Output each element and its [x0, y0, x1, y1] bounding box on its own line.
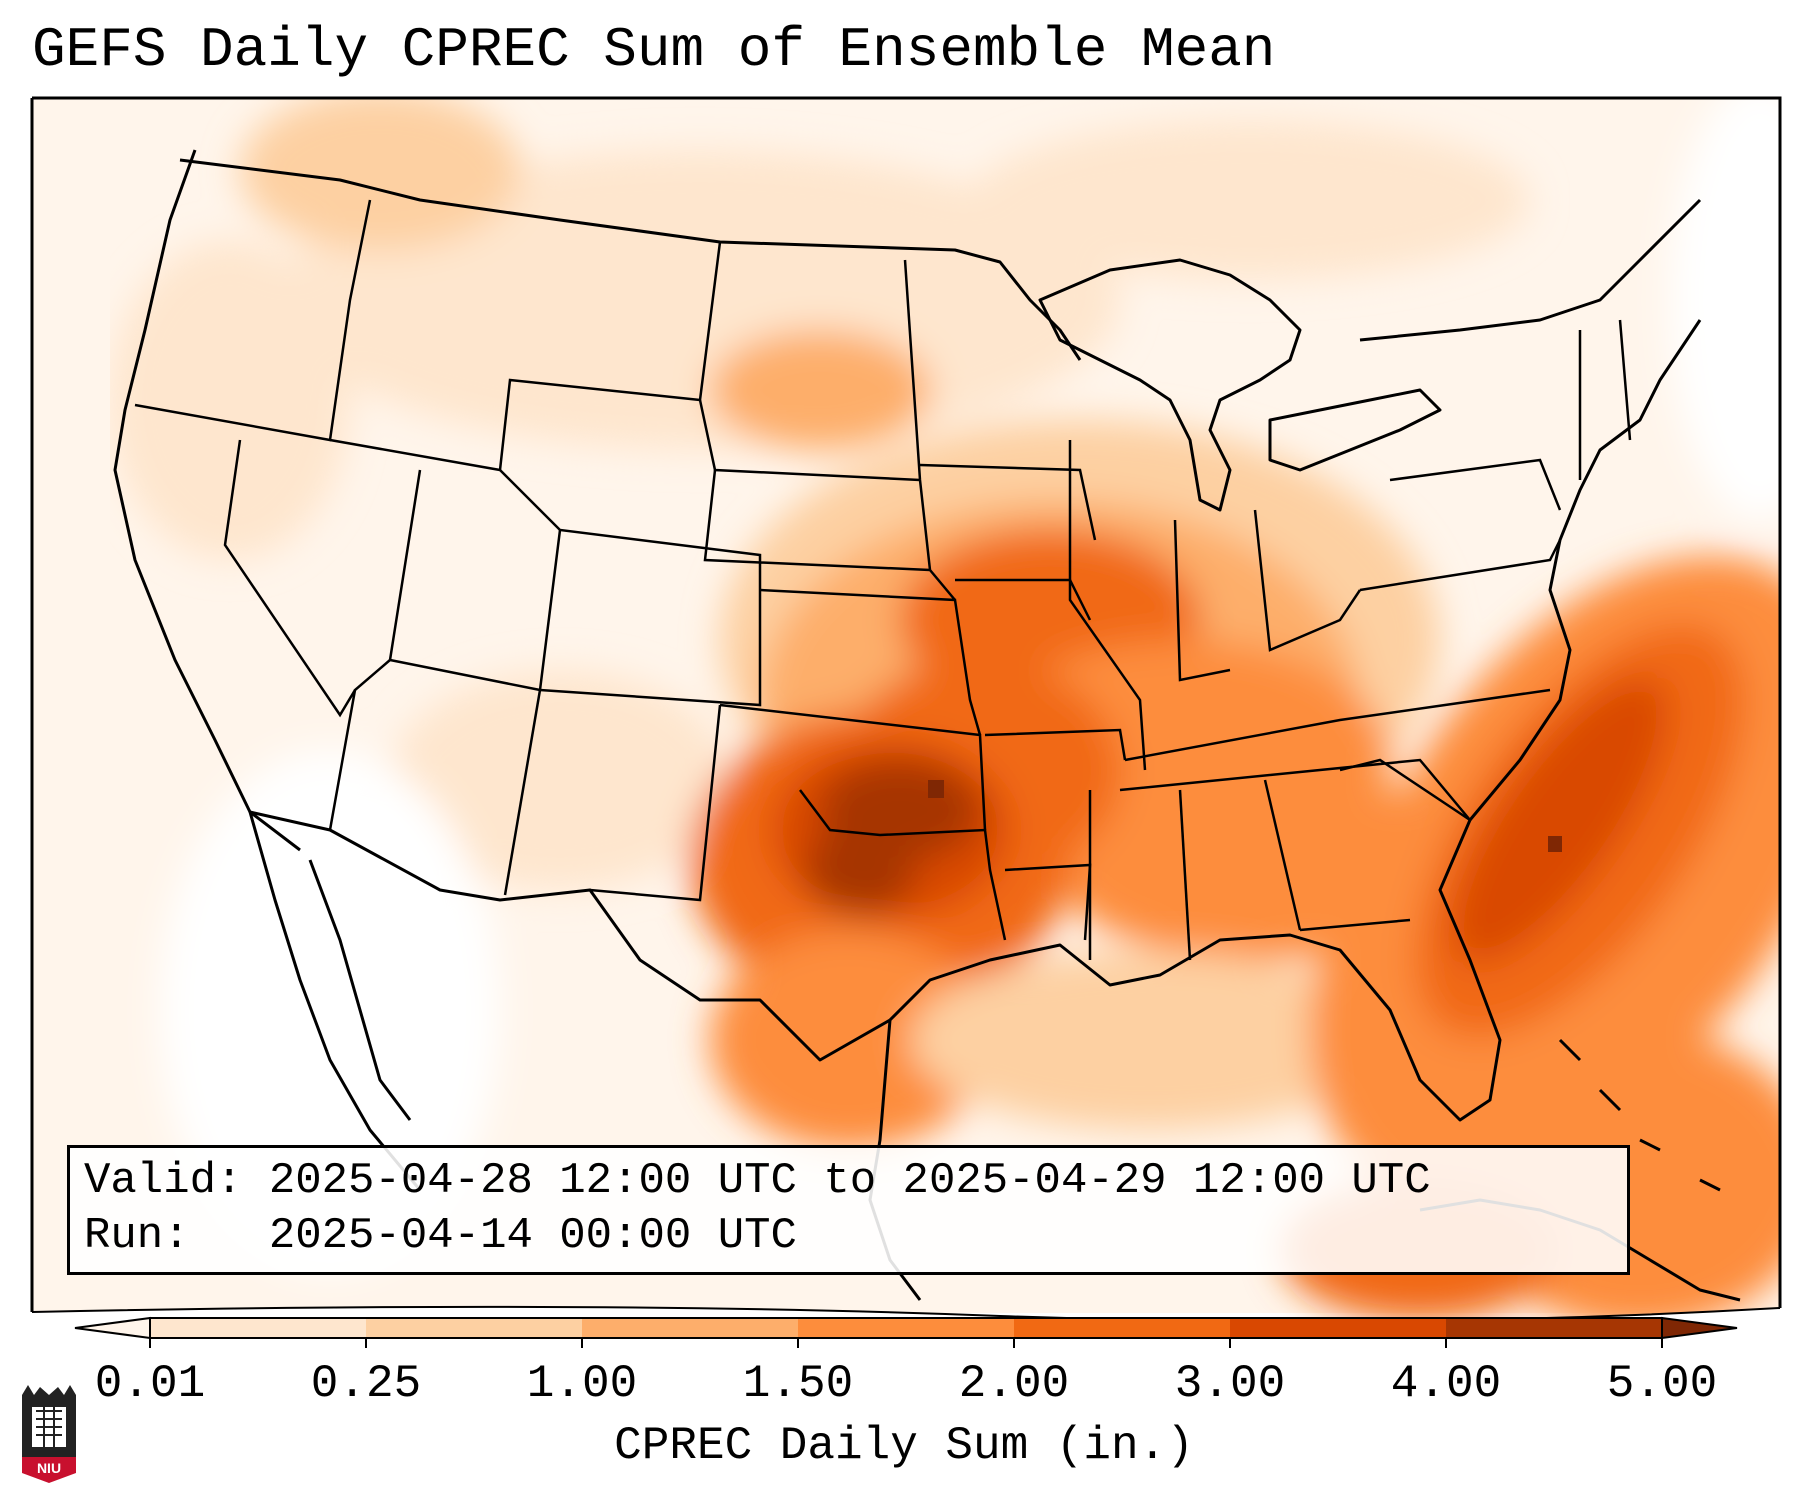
state-line-nm-east: [589, 704, 722, 902]
colorbar-segment: [1446, 1318, 1663, 1338]
colorbar-segments: [74, 1316, 1738, 1340]
colorbar-tick-label: 5.00: [1606, 1358, 1718, 1410]
state-line-al-ga: [1263, 779, 1302, 931]
state-line-va-north: [1359, 539, 1562, 592]
state-line-ok-north: [719, 703, 987, 831]
colorbar-segment: [1230, 1318, 1447, 1338]
state-line-il: [1068, 440, 1147, 771]
state-lines: [134, 199, 1632, 961]
field-northwest: [110, 240, 350, 560]
state-line-sc: [1339, 758, 1471, 822]
colorbar-tick-label: 1.00: [526, 1358, 638, 1410]
state-line-az-nm: [503, 689, 542, 896]
state-line-in: [1173, 519, 1231, 682]
run-time-line: Run: 2025-04-14 00:00 UTC: [84, 1211, 797, 1261]
state-line-pa: [1389, 458, 1562, 511]
state-line-ms-al: [1178, 789, 1192, 961]
valid-run-info-box: Valid: 2025-04-28 12:00 UTC to 2025-04-2…: [67, 1145, 1630, 1275]
colorbar-outline: [149, 1317, 1663, 1339]
colorbar-tick-label: 0.25: [310, 1358, 422, 1410]
state-line-sd-ne: [703, 469, 931, 572]
colorbar-tick-label: 1.50: [742, 1358, 854, 1410]
us-mexico-border: [249, 810, 891, 1062]
colorbar-tick-label: 0.01: [94, 1358, 206, 1410]
colorbar-segment: [150, 1318, 367, 1338]
field-dakotas: [710, 330, 930, 450]
colorbar-extend-low: [74, 1316, 151, 1340]
state-line-or-id: [134, 199, 372, 442]
colorbar-segment: [582, 1318, 799, 1338]
state-line-mn-west: [903, 259, 956, 601]
state-line-co-north: [499, 469, 762, 590]
bahamas: [1558, 1038, 1721, 1192]
colorbar-segment: [798, 1318, 1015, 1338]
field-oklahoma-peak: [928, 780, 944, 798]
colorbar-segment: [366, 1318, 583, 1338]
colorbar-tick-label: 2.00: [958, 1358, 1070, 1410]
field-atlantic-peak: [1548, 836, 1562, 852]
great-lakes-upper: [1038, 258, 1302, 512]
field-atlantic-northeast: [1670, 98, 1780, 520]
state-line-mo-ar: [984, 728, 1127, 761]
field-southwest: [390, 670, 730, 890]
us-canada-border: [179, 158, 1082, 361]
gulf-of-california-east: [308, 859, 412, 1121]
state-line-oh: [1253, 509, 1362, 652]
colorbar-extend-high: [1661, 1316, 1738, 1340]
field-canada: [970, 120, 1530, 280]
state-line-ks: [759, 588, 982, 736]
baja-coast: [248, 811, 422, 1191]
colorbar-tick-label: 3.00: [1174, 1358, 1286, 1410]
precip-field: [32, 98, 1780, 1322]
field-northern-rockies: [240, 98, 520, 250]
colorbar-segment: [1014, 1318, 1231, 1338]
state-line-tn-south: [1119, 758, 1471, 821]
state-line-ok-tx: [799, 789, 1007, 941]
state-line-nv: [223, 439, 357, 718]
gulf-coast: [888, 819, 1502, 1122]
field-mexico-dry: [160, 750, 500, 1270]
state-line-az-west: [328, 659, 391, 831]
state-line-ga-fl: [1299, 918, 1411, 932]
field-atlantic-core: [1450, 676, 1670, 964]
colorbar-ticks: [149, 1338, 1663, 1348]
state-line-ut: [388, 469, 562, 692]
niu-logo: NIU: [22, 1385, 76, 1483]
state-line-new-england: [1578, 319, 1632, 480]
field-north-texas-core: [805, 825, 915, 915]
us-canada-border-east: [1359, 198, 1702, 342]
state-line-mt-wy: [329, 241, 722, 472]
state-line-tn-north: [1124, 688, 1551, 762]
west-coast: [113, 149, 301, 852]
logo-window-grid: [36, 1407, 62, 1447]
logo-banner: [22, 1457, 76, 1483]
chart-title: GEFS Daily CPREC Sum of Ensemble Mean: [32, 18, 1276, 82]
state-line-co-south: [539, 590, 762, 707]
valid-time-line: Valid: 2025-04-28 12:00 UTC to 2025-04-2…: [84, 1156, 1431, 1206]
logo-battlements: [22, 1385, 76, 1395]
field-texas-gulf: [710, 930, 990, 1150]
colorbar-tick-label: 4.00: [1390, 1358, 1502, 1410]
map-frame-top-right: [32, 96, 1782, 1308]
state-line-ia-north: [919, 463, 1097, 541]
field-gulf: [910, 950, 1390, 1130]
logo-text: NIU: [37, 1460, 61, 1476]
colorbar-label: CPREC Daily Sum (in.): [614, 1420, 1194, 1472]
great-lakes-lower: [1268, 388, 1442, 472]
